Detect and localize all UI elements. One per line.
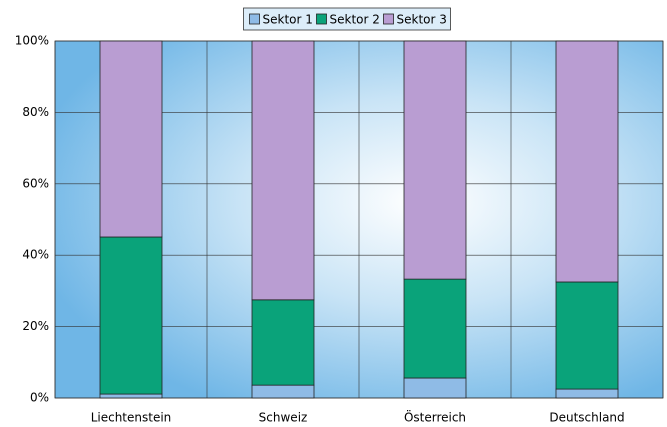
y-tick-label: 40% <box>22 248 49 262</box>
bar-segment <box>251 40 315 301</box>
bar-segment <box>251 384 315 399</box>
bar-segment <box>555 281 619 390</box>
y-tick-label: 100% <box>15 34 49 48</box>
bar-segment <box>555 388 619 399</box>
y-tick-label: 60% <box>22 176 49 190</box>
legend-swatch <box>249 13 260 25</box>
x-tick-label: Deutschland <box>549 411 624 425</box>
x-tick-label: Schweiz <box>259 411 308 425</box>
bar-segment <box>403 377 467 399</box>
y-tick-label: 0% <box>30 391 49 405</box>
x-tick-label: Österreich <box>404 409 466 425</box>
bar-segment <box>251 299 315 386</box>
legend-label: Sektor 2 <box>330 13 380 27</box>
y-tick-label: 20% <box>22 319 49 333</box>
bar-segment <box>99 236 163 395</box>
bar-segment <box>403 278 467 379</box>
legend-swatch <box>316 13 327 25</box>
bar-segment <box>99 393 163 399</box>
y-tick-label: 80% <box>22 105 49 119</box>
legend-label: Sektor 1 <box>263 13 313 27</box>
legend-label: Sektor 3 <box>397 13 447 27</box>
bar-segment <box>99 40 163 238</box>
plot-border <box>54 40 664 399</box>
legend-swatch <box>383 13 394 25</box>
legend-box <box>243 7 451 31</box>
bar-segment <box>555 40 619 283</box>
bar-segment <box>403 40 467 280</box>
x-tick-label: Liechtenstein <box>91 411 172 425</box>
